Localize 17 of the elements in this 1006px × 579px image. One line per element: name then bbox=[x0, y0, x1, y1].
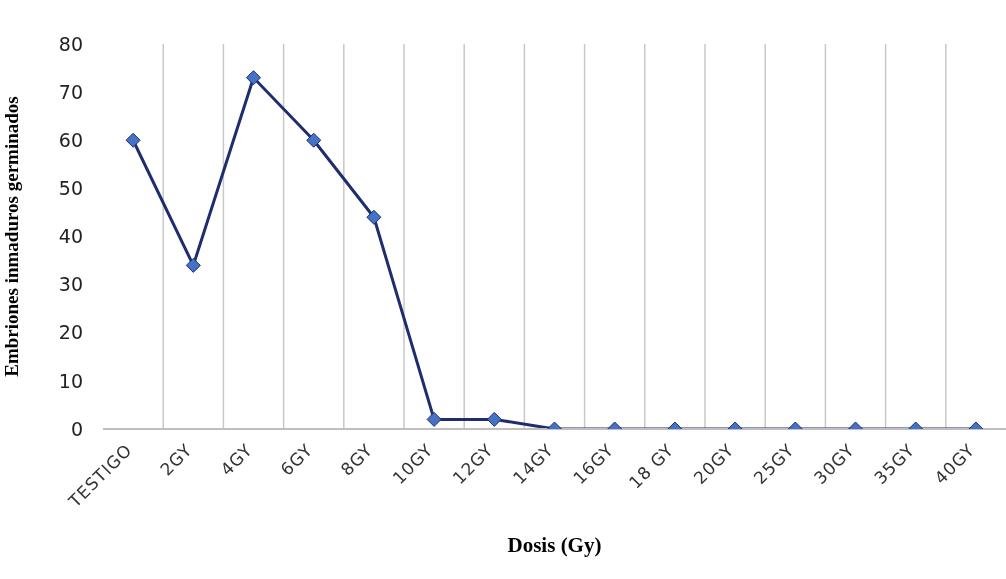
y-axis-title: Embriones inmaduros germinados bbox=[0, 96, 22, 377]
y-tick-label: 0 bbox=[70, 417, 83, 440]
point bbox=[185, 257, 201, 273]
y-tick-label: 60 bbox=[58, 128, 83, 151]
y-tick-label: 10 bbox=[58, 369, 83, 392]
y-tick-label: 80 bbox=[58, 32, 83, 55]
x-axis-title: Dosis (Gy) bbox=[507, 532, 602, 557]
point bbox=[246, 70, 261, 86]
point bbox=[306, 132, 322, 148]
y-tick-label: 20 bbox=[58, 321, 83, 344]
y-tick-label: 40 bbox=[58, 225, 83, 248]
y-tick-label: 70 bbox=[58, 80, 83, 103]
y-tick-label: 50 bbox=[58, 177, 83, 200]
point bbox=[125, 132, 141, 148]
y-tick-label: 30 bbox=[58, 273, 83, 296]
point bbox=[366, 209, 382, 225]
x-tick-label: 18 GY bbox=[624, 439, 678, 493]
